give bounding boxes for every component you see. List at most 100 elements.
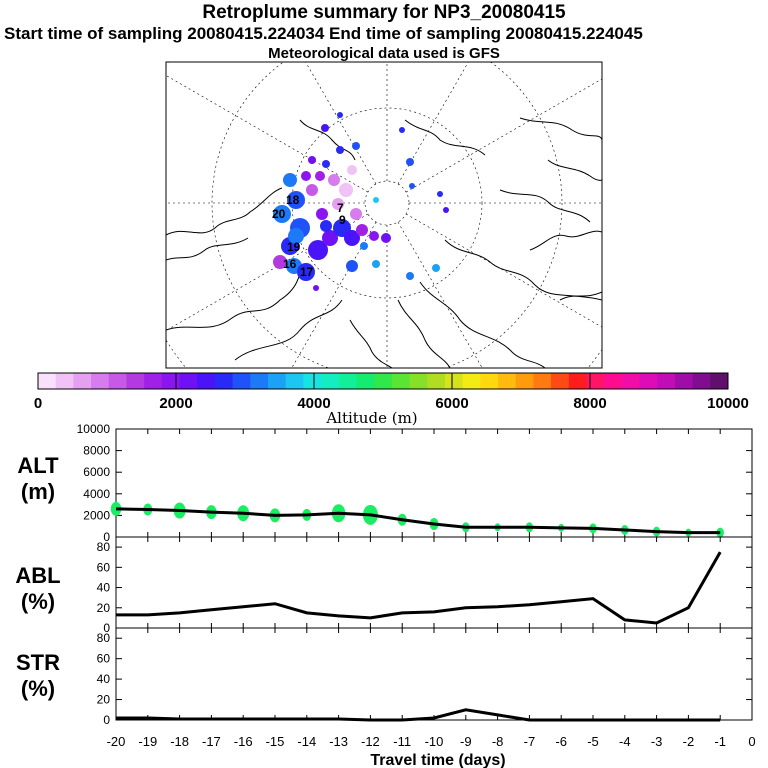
plume-particle (321, 124, 329, 132)
alt-panel: 0 2000 4000 6000 8000 10000 (77, 422, 753, 544)
map-frame (165, 61, 603, 369)
plume-particle (344, 230, 360, 246)
plume-particle (372, 260, 380, 268)
plume-particle (320, 220, 332, 232)
map-meridian (405, 78, 602, 193)
colorbar-cell (621, 373, 641, 389)
map-meridian (291, 221, 377, 368)
abl-panel-label: ABL (%) (10, 563, 66, 615)
sampling-time-subtitle: Start time of sampling 20080415.224034 E… (4, 24, 643, 43)
y-tick-label: 0 (103, 713, 110, 727)
x-tick-label: -4 (619, 734, 631, 749)
colorbar-cell (586, 373, 605, 389)
colorbar-cell (710, 373, 729, 389)
retroplume-particles (273, 112, 449, 291)
plume-particle (315, 171, 325, 181)
panel-frame (115, 627, 753, 721)
colorbar-cell (692, 373, 711, 389)
colorbar-cell (480, 373, 499, 389)
plume-day-label: 16 (283, 257, 297, 271)
plume-particle (381, 233, 391, 243)
plume-particle (406, 272, 414, 280)
plume-particle (339, 183, 353, 197)
plume-particle (332, 198, 344, 210)
plume-particle (337, 112, 343, 118)
str-label-line2: (%) (20, 676, 56, 701)
str-label-line1: STR (16, 650, 60, 675)
colorbar-cell (674, 373, 694, 389)
colorbar-cell (462, 373, 481, 389)
colorbar-cell (427, 373, 446, 389)
colorbar-cell (144, 373, 163, 389)
plume-particle (356, 224, 368, 236)
y-tick-label: 20 (97, 601, 111, 615)
x-tick-label: -8 (492, 734, 504, 749)
x-tick-label: -3 (651, 734, 663, 749)
x-tick-label: -12 (361, 734, 380, 749)
x-tick-label: -5 (587, 734, 599, 749)
colorbar-cell (374, 373, 393, 389)
panel-frame (115, 536, 753, 629)
alt-series-line (115, 507, 721, 535)
x-tick-label: 0 (748, 734, 755, 749)
plume-particle (287, 191, 305, 209)
plume-day-label: 9 (339, 213, 346, 227)
plume-particle (432, 264, 440, 272)
abl-series-line (116, 551, 722, 625)
y-tick-label: 80 (97, 631, 111, 645)
plume-particle (399, 127, 405, 133)
colorbar-cell (232, 373, 251, 389)
plume-particle (406, 158, 414, 166)
colorbar-tick-label: 0 (34, 395, 42, 412)
colorbar-cell (179, 373, 198, 389)
plume-particle (308, 240, 328, 260)
map-grid (166, 62, 602, 368)
plume-particle (273, 205, 291, 223)
x-tick-label: -9 (460, 734, 472, 749)
colorbar-cell (126, 373, 145, 389)
colorbar-tick-label: 10000 (707, 395, 749, 412)
coastlines (166, 117, 602, 368)
x-tick-label: -13 (329, 734, 348, 749)
colorbar-cell (533, 373, 552, 389)
plume-particle (350, 208, 362, 220)
y-tick-label: 60 (97, 560, 111, 574)
map-meridian (397, 221, 483, 368)
plume-particle (297, 263, 315, 281)
colorbar-cell (568, 373, 587, 389)
plume-particle (373, 197, 379, 203)
x-tick-label: -16 (234, 734, 253, 749)
y-tick-label: 60 (97, 652, 111, 666)
meteorological-data-note: Meteorological data used is GFS (268, 45, 500, 62)
colorbar-cell (604, 373, 623, 389)
colorbar-cell (250, 373, 269, 389)
y-tick-label: 2000 (83, 508, 110, 522)
str-series-line (116, 708, 721, 722)
colorbar-cell (55, 373, 74, 389)
colorbar-label: Altitude (m) (325, 409, 417, 427)
colorbar-cell (285, 373, 304, 389)
colorbar-cell (38, 373, 57, 389)
y-tick-label: 0 (103, 621, 110, 635)
colorbar-tick-label: 2000 (159, 395, 192, 412)
alt-label-line1: ALT (17, 453, 59, 478)
colorbar-tick-label: 4000 (297, 395, 330, 412)
y-tick-label: 20 (97, 693, 111, 707)
colorbar-tick-label: 6000 (435, 395, 468, 412)
colorbar-cell (391, 373, 411, 389)
colorbar-tick-label: 8000 (573, 395, 606, 412)
map-meridian (305, 62, 377, 185)
map-meridian (405, 213, 602, 328)
y-tick-label: 6000 (83, 465, 110, 479)
str-panel: 0 20 40 60 80 (97, 627, 753, 727)
colorbar-cell (515, 373, 534, 389)
x-axis-label: Travel time (days) (370, 752, 505, 768)
plume-day-labels: 18 20 19 16 17 7 9 (272, 193, 346, 279)
plume-day-label: 20 (272, 207, 286, 221)
y-tick-label: 8000 (83, 444, 110, 458)
plume-particle (409, 183, 415, 189)
plume-day-label: 19 (287, 240, 301, 254)
map-meridian (397, 62, 469, 185)
chart-title: Retroplume summary for NP3_20080415 (202, 2, 566, 23)
